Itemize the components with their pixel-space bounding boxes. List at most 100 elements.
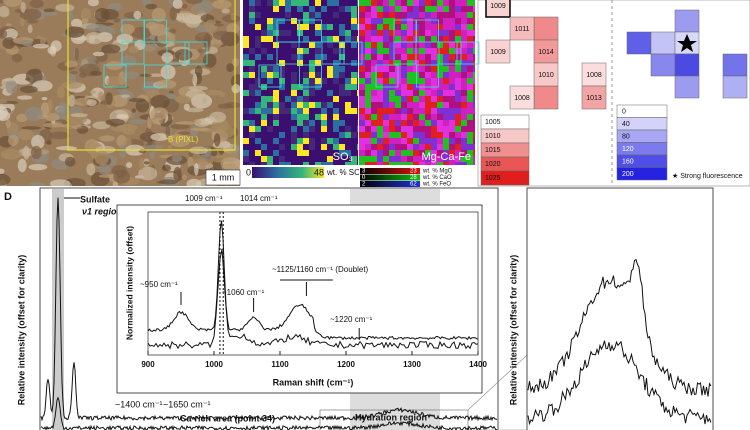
map-pixel — [431, 18, 437, 24]
map-pixel — [267, 150, 273, 156]
mgcafe-title: Mg-Ca-Fe — [421, 151, 471, 163]
zoom-ylabel: Relative intensity (offset for clarity) — [508, 255, 518, 406]
map-pixel — [383, 162, 389, 165]
map-pixel — [327, 18, 333, 24]
map-pixel — [359, 138, 365, 144]
rock-grain — [49, 131, 70, 140]
rock-grain — [121, 94, 131, 98]
map-pixel — [425, 150, 431, 156]
map-pixel — [455, 30, 461, 36]
map-pixel — [443, 102, 449, 108]
map-pixel — [255, 78, 261, 84]
map-pixel — [243, 30, 249, 36]
rock-grain — [70, 18, 83, 28]
map-pixel — [377, 156, 383, 162]
map-pixel — [449, 90, 455, 96]
map-pixel — [449, 42, 455, 48]
map-pixel — [407, 84, 413, 90]
map-pixel — [321, 150, 327, 156]
x-tick-label: 1100 — [271, 360, 289, 369]
map-pixel — [461, 90, 467, 96]
map-pixel — [303, 126, 309, 132]
map-pixel — [419, 102, 425, 108]
rock-grain — [230, 12, 236, 21]
map-pixel — [437, 150, 443, 156]
map-pixel — [467, 24, 473, 30]
map-pixel — [407, 156, 413, 162]
map-pixel — [455, 126, 461, 132]
rock-grain — [21, 126, 42, 130]
map-pixel — [321, 84, 327, 90]
map-pixel — [273, 66, 279, 72]
map-pixel — [249, 96, 255, 102]
map-pixel — [365, 60, 371, 66]
map-pixel — [351, 6, 357, 12]
map-pixel — [333, 24, 339, 30]
map-pixel — [359, 162, 365, 165]
map-pixel — [395, 132, 401, 138]
map-pixel — [345, 144, 351, 150]
map-pixel — [357, 144, 358, 150]
map-pixel — [365, 30, 371, 36]
map-pixel — [473, 144, 475, 150]
rock-grain — [185, 89, 206, 101]
map-pixel — [261, 72, 267, 78]
map-pixel — [333, 126, 339, 132]
map-pixel — [401, 96, 407, 102]
map-pixel — [437, 126, 443, 132]
map-pixel — [315, 78, 321, 84]
map-pixel — [303, 150, 309, 156]
map-pixel — [309, 36, 315, 42]
rock-grain — [139, 158, 144, 171]
map-pixel — [255, 48, 261, 54]
map-pixel — [437, 30, 443, 36]
map-pixel — [419, 78, 425, 84]
rock-grain — [44, 11, 58, 16]
map-pixel — [333, 156, 339, 162]
map-pixel — [327, 78, 333, 84]
cell-label: 1008 — [586, 72, 602, 79]
map-pixel — [455, 78, 461, 84]
map-pixel — [303, 48, 309, 54]
map-pixel — [357, 150, 358, 156]
map-pixel — [261, 78, 267, 84]
map-pixel — [395, 150, 401, 156]
rock-grain — [198, 154, 214, 159]
rock-grain — [226, 63, 234, 73]
map-pixel — [389, 18, 395, 24]
rock-grain — [64, 156, 76, 167]
spectrum — [40, 396, 498, 430]
map-pixel — [365, 150, 371, 156]
inset-frame — [116, 204, 483, 394]
x-tick-label: 1200 — [337, 360, 355, 369]
map-pixel — [321, 132, 327, 138]
map-pixel — [327, 0, 333, 6]
map-pixel — [249, 12, 255, 18]
map-pixel — [461, 84, 467, 90]
x-tick-label: 1300 — [403, 360, 421, 369]
map-pixel — [255, 66, 261, 72]
map-pixel — [333, 30, 339, 36]
map-pixel — [357, 60, 358, 66]
map-pixel — [357, 156, 358, 162]
map-pixel — [309, 78, 315, 84]
map-pixel — [413, 96, 419, 102]
zoom-spectra — [527, 258, 712, 426]
rock-grain — [128, 45, 139, 54]
scale-label: 1 mm — [212, 172, 235, 182]
map-pixel — [437, 156, 443, 162]
map-pixel — [359, 30, 365, 36]
map-pixel — [273, 156, 279, 162]
main-ylabel: Relative intensity (offset for clarity) — [16, 255, 26, 406]
map-pixel — [249, 126, 255, 132]
rock-grain — [217, 103, 233, 109]
map-pixel — [249, 54, 255, 60]
map-pixel — [467, 126, 473, 132]
map-pixel — [383, 102, 389, 108]
map-pixel — [425, 90, 431, 96]
map-pixel — [365, 48, 371, 54]
map-pixel — [357, 132, 358, 138]
fluorescence-note: ★ Strong fluorescence — [672, 172, 743, 180]
map-pixel — [321, 156, 327, 162]
map-pixel — [303, 96, 309, 102]
